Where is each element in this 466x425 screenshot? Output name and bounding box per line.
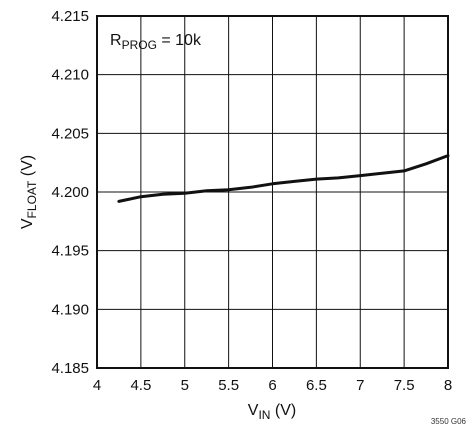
figure-id: 3550 G06 — [431, 417, 466, 425]
y-axis-label-main: V — [19, 218, 36, 229]
data-point — [293, 180, 296, 183]
y-tick-label: 4.210 — [51, 67, 89, 84]
y-tick-label: 4.205 — [51, 125, 89, 142]
y-axis-label-sub: FLOAT — [25, 180, 39, 218]
x-tick-label: 4 — [93, 377, 101, 394]
data-point — [381, 172, 383, 174]
x-axis-label-unit: (V) — [270, 402, 296, 419]
data-point — [447, 155, 449, 157]
y-tick-label: 4.190 — [51, 301, 89, 318]
y-tick-label: 4.200 — [51, 184, 89, 201]
x-tick-label: 6 — [268, 377, 276, 394]
x-axis-label-sub: IN — [258, 408, 270, 422]
data-point — [140, 196, 142, 198]
x-tick-label: 7.5 — [394, 377, 415, 394]
data-point — [337, 177, 339, 179]
y-axis-label: VFLOAT (V) — [19, 155, 39, 229]
data-point — [359, 174, 361, 177]
annotation-sub: PROG — [122, 38, 157, 52]
series-line — [117, 154, 450, 203]
annotation-rprog: RPROG = 10k — [110, 32, 202, 52]
x-tick-label: 5.5 — [218, 377, 239, 394]
x-axis-label-main: V — [248, 402, 259, 419]
x-axis-label: VIN (V) — [248, 402, 296, 422]
plot-frame — [96, 15, 449, 369]
data-point — [403, 170, 405, 172]
data-point — [249, 186, 252, 188]
y-tick-label: 4.215 — [51, 8, 89, 25]
data-point — [315, 178, 317, 180]
x-tick-label: 7 — [356, 377, 364, 394]
y-tick-labels: 4.185 4.190 4.195 4.200 4.205 4.210 4.215 — [51, 8, 89, 377]
data-points — [118, 155, 449, 202]
annotation-rest: = 10k — [157, 32, 202, 49]
data-point — [162, 193, 164, 195]
data-point — [184, 192, 186, 194]
data-point — [228, 189, 230, 191]
y-tick-label: 4.195 — [51, 243, 89, 260]
grid — [97, 16, 448, 368]
x-tick-labels: 4 4.5 5 5.5 6 6.5 7 7.5 8 — [93, 377, 452, 394]
x-tick-label: 5 — [181, 377, 189, 394]
x-tick-label: 4.5 — [130, 377, 151, 394]
data-point — [206, 190, 208, 192]
data-point — [425, 163, 427, 165]
data-point — [271, 183, 274, 185]
annotation-main: R — [110, 32, 122, 49]
x-tick-label: 6.5 — [306, 377, 327, 394]
y-axis-label-unit: (V) — [19, 155, 36, 181]
x-tick-label: 8 — [444, 377, 452, 394]
data-point — [118, 200, 120, 202]
y-tick-label: 4.185 — [51, 360, 89, 377]
